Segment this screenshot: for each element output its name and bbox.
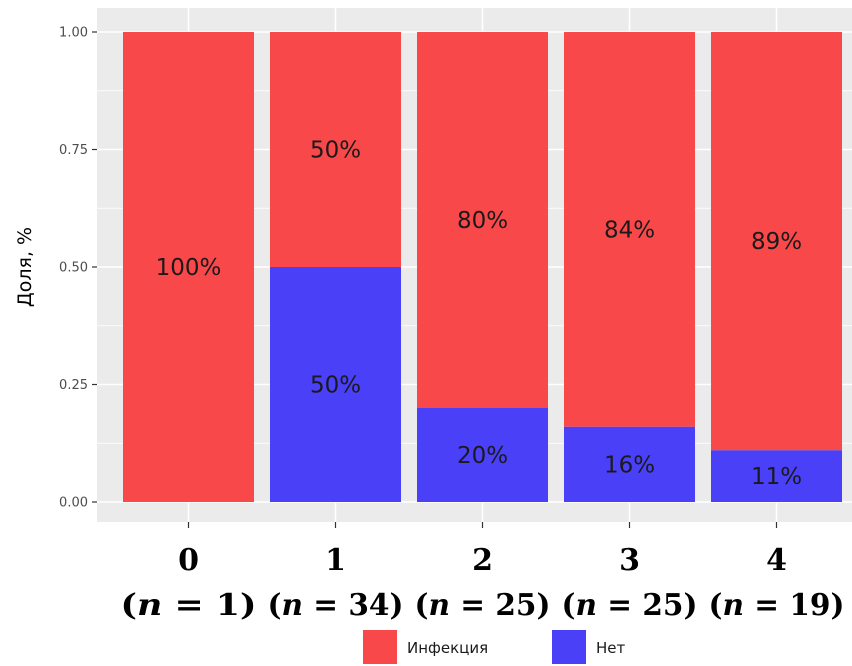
x-tick-label: 4: [766, 543, 787, 578]
data-labels: 100% 50% 50% 80% 20% 84% 16% 89% 11%: [156, 138, 802, 491]
x-axis: 0 (n = 1) 1 (n = 34) 2 (n = 25) 3 (n = 25) 4 (n =…: [121, 522, 845, 623]
bar-segment-none: [564, 426, 695, 502]
y-axis: 0.00 0.25 0.50 0.75 1.00: [59, 26, 97, 511]
x-category-count: (n = 34): [268, 588, 404, 623]
x-tick-label: 3: [619, 543, 640, 578]
bar-segment-infection: [711, 32, 842, 451]
bar-segment-none: [711, 450, 842, 502]
legend-label: Нет: [596, 639, 626, 657]
data-label-infection: 89%: [751, 229, 802, 255]
x-category-count: (n = 25): [415, 588, 551, 623]
legend: Инфекция Нет: [363, 630, 626, 664]
data-label-infection: 100%: [156, 255, 222, 281]
data-label-infection: 50%: [310, 138, 361, 164]
y-tick-label: 0.25: [59, 378, 88, 393]
legend-swatch: [552, 630, 586, 664]
bar-segment-none: [417, 408, 548, 502]
data-label-none: 11%: [751, 464, 802, 490]
x-category-count: (n = 19): [709, 588, 845, 623]
y-tick-label: 0.75: [59, 143, 88, 158]
data-label-infection: 80%: [457, 208, 508, 234]
data-label-none: 50%: [310, 373, 361, 399]
bar-segment-infection: [270, 32, 401, 267]
x-tick-label: 1: [325, 543, 346, 578]
bar-segment-none: [270, 267, 401, 502]
y-tick-label: 1.00: [59, 26, 88, 41]
data-label-none: 16%: [604, 452, 655, 478]
data-label-none: 20%: [457, 443, 508, 469]
x-tick-label: 2: [472, 543, 493, 578]
y-tick-label: 0.00: [59, 496, 88, 511]
legend-label: Инфекция: [407, 639, 488, 657]
data-label-infection: 84%: [604, 217, 655, 243]
bar-segment-infection: [123, 32, 254, 502]
bar-segment-infection: [417, 32, 548, 408]
x-category-count: (n = 1): [121, 588, 257, 623]
y-axis-title: Доля, %: [14, 227, 36, 307]
x-tick-label: 0: [178, 543, 199, 578]
bar-segment-infection: [564, 32, 695, 427]
y-tick-label: 0.50: [59, 261, 88, 276]
x-category-count: (n = 25): [562, 588, 698, 623]
legend-swatch: [363, 630, 397, 664]
bars: [123, 32, 842, 502]
